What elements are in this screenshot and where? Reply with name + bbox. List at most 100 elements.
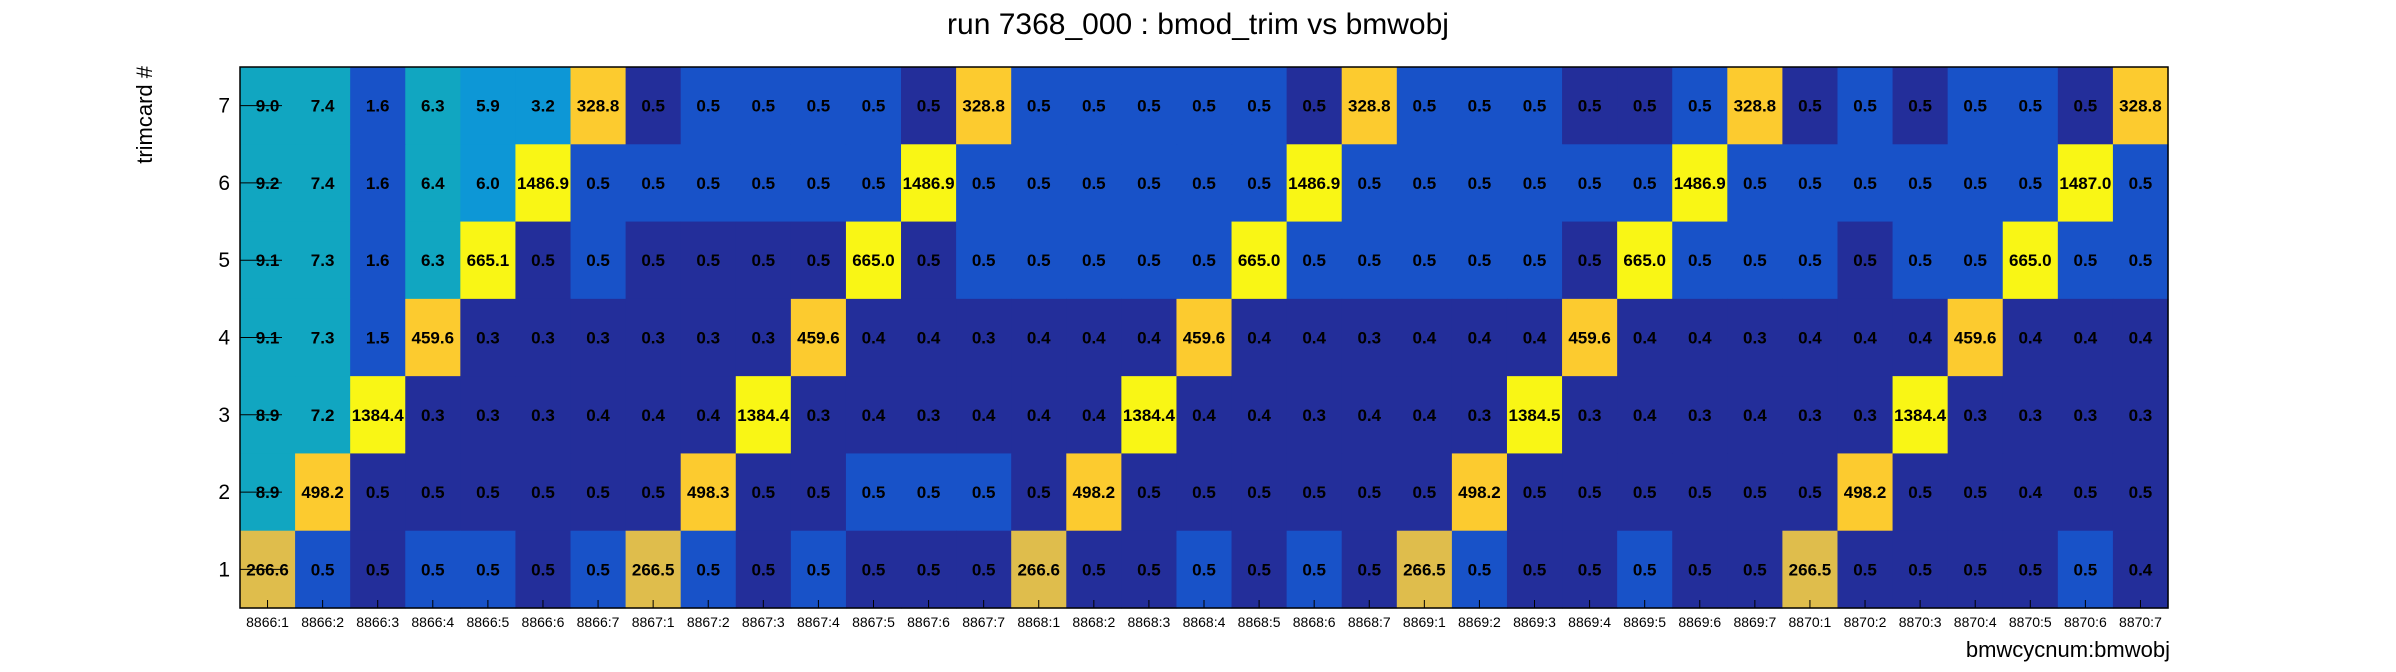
- heatmap-cell: [790, 144, 847, 223]
- heatmap-cell: [735, 67, 792, 145]
- heatmap-cell: [515, 530, 572, 609]
- heatmap-cell: [1506, 376, 1563, 455]
- cell-value-label: 0.3: [2074, 406, 2098, 425]
- heatmap-cell: [1341, 530, 1398, 609]
- heatmap-cell: [1451, 298, 1508, 377]
- heatmap-cell: [1506, 67, 1563, 145]
- heatmap-cell: [1011, 453, 1067, 532]
- cell-value-label: 0.3: [531, 329, 555, 348]
- cell-value-label: 0.5: [421, 483, 445, 502]
- cell-value-label: 0.4: [862, 406, 886, 425]
- heatmap-cell: [735, 144, 792, 223]
- heatmap-cell: [680, 298, 737, 377]
- cell-value-label: 0.3: [1578, 406, 1602, 425]
- cell-value-label: 0.5: [641, 174, 665, 193]
- heatmap-cell: [1396, 530, 1453, 609]
- cell-value-label: 459.6: [797, 329, 840, 348]
- heatmap-cell: [1617, 530, 1673, 609]
- heatmap-cell: [1562, 376, 1618, 455]
- heatmap-cell: [1286, 530, 1343, 609]
- cell-value-label: 498.2: [301, 483, 344, 502]
- cell-value-label: 1486.9: [1288, 174, 1340, 193]
- cell-value-label: 0.5: [1137, 483, 1161, 502]
- heatmap-cell: [570, 453, 627, 532]
- heatmap-cell: [1176, 376, 1233, 455]
- heatmap-cell: [1066, 453, 1122, 532]
- heatmap-cell: [2057, 67, 2114, 145]
- cell-value-label: 1.6: [366, 174, 390, 193]
- cell-value-label: 0.5: [366, 560, 390, 579]
- cell-value-label: 0.5: [751, 174, 775, 193]
- x-tick-label: 8866:7: [577, 614, 620, 630]
- cell-value-label: 0.4: [1633, 406, 1657, 425]
- heatmap-cell: [901, 67, 957, 145]
- cell-value-label: 0.3: [586, 329, 610, 348]
- cell-value-label: 0.5: [2129, 251, 2153, 270]
- y-tick-label: 2: [218, 481, 230, 504]
- heatmap-cell: [1782, 221, 1839, 300]
- x-tick-label: 8869:7: [1733, 614, 1776, 630]
- cell-value-label: 0.5: [972, 560, 996, 579]
- cell-value-label: 0.4: [1688, 329, 1712, 348]
- heatmap-cell: [1672, 453, 1728, 532]
- heatmap-cell: [1562, 221, 1618, 300]
- cell-value-label: 0.5: [2018, 174, 2042, 193]
- heatmap-cell: [845, 376, 902, 455]
- cell-value-label: 0.5: [1247, 560, 1271, 579]
- cell-value-label: 0.4: [1633, 329, 1657, 348]
- cell-value-label: 0.5: [1633, 560, 1657, 579]
- cell-value-label: 0.4: [2018, 483, 2042, 502]
- heatmap-cell: [405, 144, 461, 223]
- heatmap-cell: [625, 144, 682, 223]
- cell-value-label: 0.5: [1908, 560, 1932, 579]
- heatmap-cell: [1341, 221, 1398, 300]
- heatmap-cell: [1837, 221, 1894, 300]
- cell-value-labels: 9.0 7.4 1.6 6.3 5.9 3.2 328.8 0.5 0.5 0.5 0.5 0.5 0.…: [246, 97, 2161, 580]
- heatmap-cell: [1066, 67, 1122, 145]
- heatmap-cell: [350, 144, 406, 223]
- heatmap-cell: [735, 376, 792, 455]
- cell-value-label: 0.5: [1302, 483, 1326, 502]
- y-tick-label: 3: [218, 404, 230, 427]
- x-tick-label: 8868:6: [1293, 614, 1336, 630]
- heatmap-cell: [1727, 221, 1783, 300]
- heatmap-cell: [2057, 376, 2114, 455]
- heatmap-cell: [1011, 530, 1067, 609]
- cell-value-label: 0.5: [1963, 174, 1987, 193]
- cell-value-label: 7.3: [311, 251, 335, 270]
- cell-value-label: 0.5: [1468, 251, 1492, 270]
- heatmap-cell: [405, 221, 461, 300]
- heatmap-cell: [405, 67, 461, 145]
- cell-value-label: 0.5: [917, 251, 941, 270]
- cell-value-label: 0.5: [1853, 97, 1877, 116]
- heatmap-cell: [405, 298, 461, 377]
- cell-value-label: 7.4: [311, 97, 335, 116]
- x-tick-label: 8869:2: [1458, 614, 1501, 630]
- heatmap-cell: [1672, 376, 1728, 455]
- cell-value-label: 0.5: [1963, 97, 1987, 116]
- x-tick-label: 8870:5: [2009, 614, 2052, 630]
- cell-value-label: 498.3: [687, 483, 730, 502]
- cell-value-label: 6.3: [421, 251, 445, 270]
- cell-value-label: 0.5: [641, 483, 665, 502]
- cell-value-label: 0.5: [1633, 483, 1657, 502]
- cell-value-label: 0.5: [862, 560, 886, 579]
- cell-value-label: 0.5: [1908, 97, 1932, 116]
- cell-value-label: 0.5: [1468, 560, 1492, 579]
- heatmap-cell: [350, 376, 406, 455]
- heatmap-cell: [1066, 298, 1122, 377]
- heatmap-cell: [1562, 298, 1618, 377]
- cell-value-label: 0.3: [972, 329, 996, 348]
- heatmap-cell: [1782, 298, 1839, 377]
- heatmap-cell: [845, 221, 902, 300]
- heatmap-cell: [460, 453, 517, 532]
- heatmap-cell: [1672, 530, 1728, 609]
- heatmap-cell: [956, 67, 1012, 145]
- cell-value-label: 0.5: [1853, 251, 1877, 270]
- heatmap-cell: [680, 376, 737, 455]
- cell-value-label: 0.5: [1523, 97, 1547, 116]
- cell-value-label: 0.5: [1908, 174, 1932, 193]
- cell-value-label: 328.8: [962, 97, 1005, 116]
- heatmap-cell: [1286, 221, 1343, 300]
- cell-value-label: 0.4: [1082, 329, 1106, 348]
